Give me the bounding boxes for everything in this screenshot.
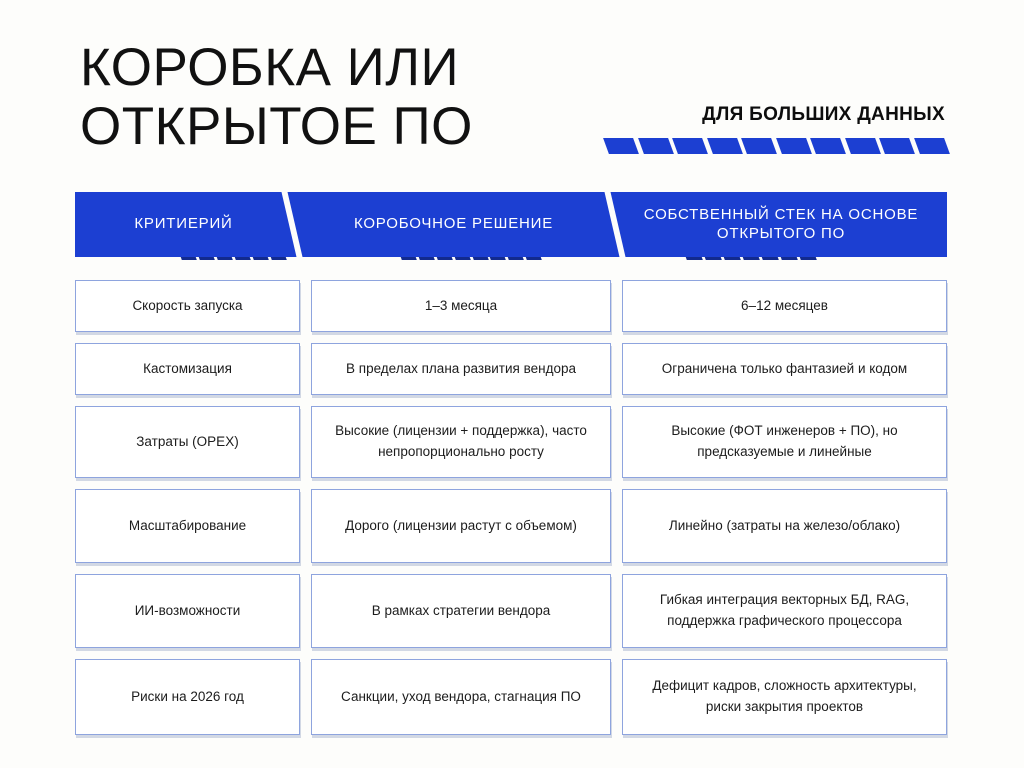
table-cell: Высокие (ФОТ инженеров + ПО), но предска… (622, 406, 947, 478)
table-header-row: КРИТИЕРИЙ КОРОБОЧНОЕ РЕШЕНИЕ СОБСТВЕННЫЙ… (75, 189, 947, 260)
column-header-label: СОБСТВЕННЫЙ СТЕК НА ОСНОВЕ ОТКРЫТОГО ПО (643, 205, 919, 242)
table-cell: Дорого (лицензии растут с объемом) (311, 489, 611, 563)
stripe-segment (603, 138, 639, 154)
stripe-segment (637, 138, 673, 154)
table-cell: В пределах плана развития вендора (311, 343, 611, 395)
table-cell: Гибкая интеграция векторных БД, RAG, под… (622, 574, 947, 648)
comparison-table: Скорость запуска 1–3 месяца 6–12 месяцев… (75, 280, 947, 735)
striped-bar-decoration (603, 138, 949, 154)
table-cell: Высокие (лицензии + поддержка), часто не… (311, 406, 611, 478)
table-cell-criterion: Скорость запуска (75, 280, 300, 332)
stripe-segment (706, 138, 742, 154)
page-title-line2: ОТКРЫТОЕ ПО (80, 97, 473, 157)
table-cell-criterion: Риски на 2026 год (75, 659, 300, 735)
stripe-segment (741, 138, 777, 154)
column-header-open-source-stack: СОБСТВЕННЫЙ СТЕК НА ОСНОВЕ ОТКРЫТОГО ПО (615, 206, 947, 244)
column-header-label: КОРОБОЧНОЕ РЕШЕНИЕ (353, 215, 554, 233)
stripe-segment (672, 138, 708, 154)
table-cell: 1–3 месяца (311, 280, 611, 332)
table-cell-criterion: Затраты (OPEX) (75, 406, 300, 478)
column-header-label: КРИТИЕРИЙ (134, 215, 233, 233)
table-cell: Дефицит кадров, сложность архитектуры, р… (622, 659, 947, 735)
table-cell-criterion: ИИ-возможности (75, 574, 300, 648)
table-cell: 6–12 месяцев (622, 280, 947, 332)
stripe-segment (879, 138, 915, 154)
stripe-segment (775, 138, 811, 154)
table-header-band: КРИТИЕРИЙ КОРОБОЧНОЕ РЕШЕНИЕ СОБСТВЕННЫЙ… (75, 189, 947, 260)
page-title: КОРОБКА ИЛИ ОТКРЫТОЕ ПО (80, 38, 473, 157)
table-cell: Ограничена только фантазией и кодом (622, 343, 947, 395)
table-cell: Линейно (затраты на железо/облако) (622, 489, 947, 563)
column-header-boxed-solution: КОРОБОЧНОЕ РЕШЕНИЕ (292, 215, 615, 234)
table-cell-criterion: Кастомизация (75, 343, 300, 395)
page-title-line1: КОРОБКА ИЛИ (80, 38, 460, 97)
stripe-segment (913, 138, 949, 154)
column-header-criterion: КРИТИЕРИЙ (75, 215, 292, 234)
stripe-segment (810, 138, 846, 154)
subtitle-badge: ДЛЯ БОЛЬШИХ ДАННЫХ (702, 104, 945, 125)
table-cell: В рамках стратегии вендора (311, 574, 611, 648)
table-cell-criterion: Масштабирование (75, 489, 300, 563)
table-cell: Санкции, уход вендора, стагнация ПО (311, 659, 611, 735)
stripe-segment (844, 138, 880, 154)
